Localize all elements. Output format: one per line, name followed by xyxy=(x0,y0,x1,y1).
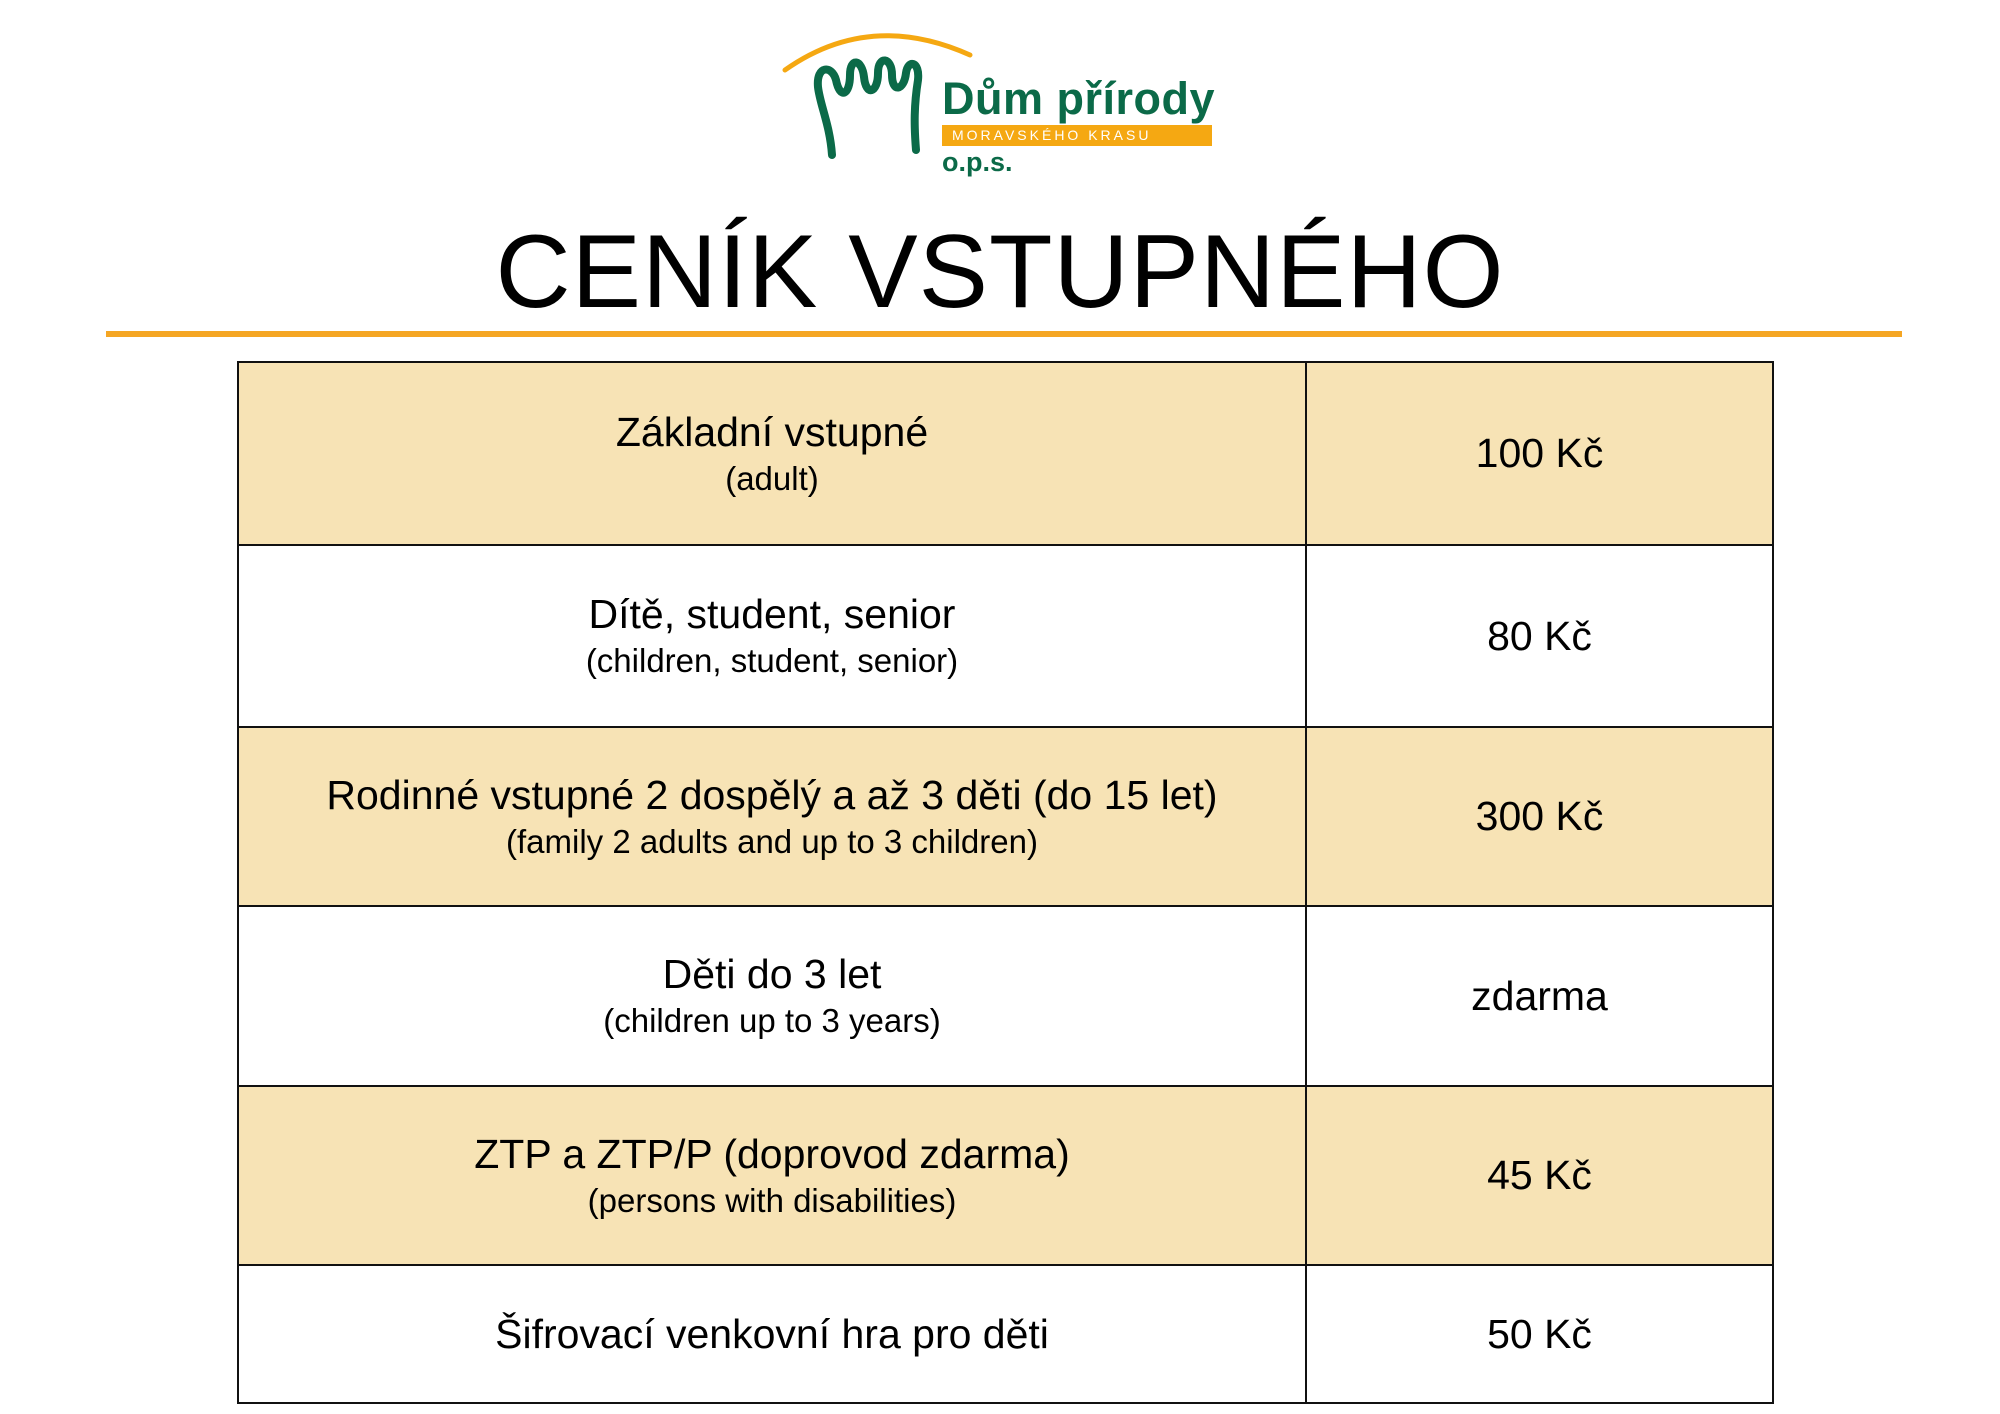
price-label-cell: ZTP a ZTP/P (doprovod zdarma) (persons wi… xyxy=(237,1085,1307,1266)
price-label: Rodinné vstupné 2 dospělý a až 3 děti (d… xyxy=(326,771,1218,818)
table-row: Děti do 3 let (children up to 3 years) zd… xyxy=(237,905,1774,1087)
price-value: 300 Kč xyxy=(1305,726,1774,907)
title-divider xyxy=(106,331,1902,337)
price-label-cell: Dítě, student, senior (children, student,… xyxy=(237,544,1307,728)
logo: Dům přírody MORAVSKÉHO KRASU o.p.s. xyxy=(780,25,1220,185)
table-row: Rodinné vstupné 2 dospělý a až 3 děti (d… xyxy=(237,726,1774,907)
price-value: 80 Kč xyxy=(1305,544,1774,728)
price-label: Šifrovací venkovní hra pro děti xyxy=(495,1311,1049,1357)
price-value: 100 Kč xyxy=(1305,361,1774,546)
hand-arc-icon xyxy=(782,33,973,159)
table-row: ZTP a ZTP/P (doprovod zdarma) (persons wi… xyxy=(237,1085,1774,1266)
price-label: ZTP a ZTP/P (doprovod zdarma) xyxy=(474,1130,1070,1177)
price-value: 45 Kč xyxy=(1305,1085,1774,1266)
price-note: (children up to 3 years) xyxy=(603,1002,941,1039)
price-label-cell: Rodinné vstupné 2 dospělý a až 3 děti (d… xyxy=(237,726,1307,907)
price-label: Základní vstupné xyxy=(615,408,929,455)
page-title: CENÍK VSTUPNÉHO xyxy=(495,214,1505,330)
price-label-cell: Šifrovací venkovní hra pro děti xyxy=(237,1264,1307,1404)
price-note: (family 2 adults and up to 3 children) xyxy=(506,822,1038,860)
price-table: Základní vstupné (adult) 100 Kč Dítě, stu… xyxy=(237,361,1774,1404)
price-value: zdarma xyxy=(1305,905,1774,1087)
logo-subtitle: MORAVSKÉHO KRASU xyxy=(942,125,1212,146)
table-row: Dítě, student, senior (children, student,… xyxy=(237,544,1774,728)
table-row: Základní vstupné (adult) 100 Kč xyxy=(237,361,1774,546)
price-label-cell: Základní vstupné (adult) xyxy=(237,361,1307,546)
logo-suffix: o.p.s. xyxy=(942,147,1013,177)
price-note: (persons with disabilities) xyxy=(587,1181,957,1219)
price-label-cell: Děti do 3 let (children up to 3 years) xyxy=(237,905,1307,1087)
price-note: (children, student, senior) xyxy=(585,642,959,679)
logo-name: Dům přírody xyxy=(942,73,1216,124)
table-row: Šifrovací venkovní hra pro děti 50 Kč xyxy=(237,1264,1774,1404)
price-label: Dítě, student, senior xyxy=(588,591,956,637)
price-note: (adult) xyxy=(725,459,819,497)
price-label: Děti do 3 let xyxy=(662,951,882,997)
price-value: 50 Kč xyxy=(1305,1264,1774,1404)
